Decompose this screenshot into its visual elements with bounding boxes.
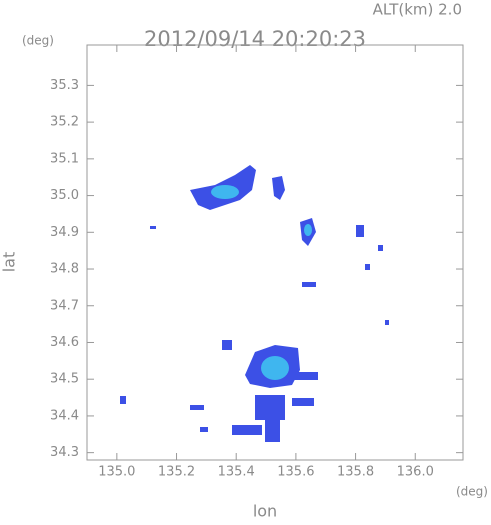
y-tick-label: 34.3 (50, 445, 79, 460)
radar-echoes (120, 165, 389, 442)
y-tick-label: 35.2 (50, 115, 79, 130)
x-tick-label: 135.4 (218, 465, 255, 480)
x-tick-label: 136.0 (397, 465, 434, 480)
x-tick-label: 135.6 (277, 465, 314, 480)
x-unit: (deg) (456, 485, 488, 499)
y-tick-label: 35.0 (50, 188, 79, 203)
y-tick-label: 34.4 (50, 408, 79, 423)
x-label: lon (253, 502, 277, 521)
x-tick-label: 135.8 (337, 465, 374, 480)
y-tick-label: 34.8 (50, 262, 79, 277)
y-tick-label: 35.3 (50, 78, 79, 93)
y-label: lat (0, 252, 19, 273)
plot-frame (86, 44, 464, 461)
y-unit: (deg) (22, 34, 54, 48)
y-tick-label: 34.5 (50, 372, 79, 387)
x-tick-label: 135.0 (98, 465, 135, 480)
y-tick-label: 34.7 (50, 298, 79, 313)
y-tick-label: 34.9 (50, 225, 79, 240)
subtitle: ALT(km) 2.0 (373, 1, 462, 19)
chart-title: 2012/09/14 20:20:23 (144, 27, 366, 51)
y-tick-label: 34.6 (50, 335, 79, 350)
y-tick-label: 35.1 (50, 151, 79, 166)
x-tick-label: 135.2 (158, 465, 195, 480)
